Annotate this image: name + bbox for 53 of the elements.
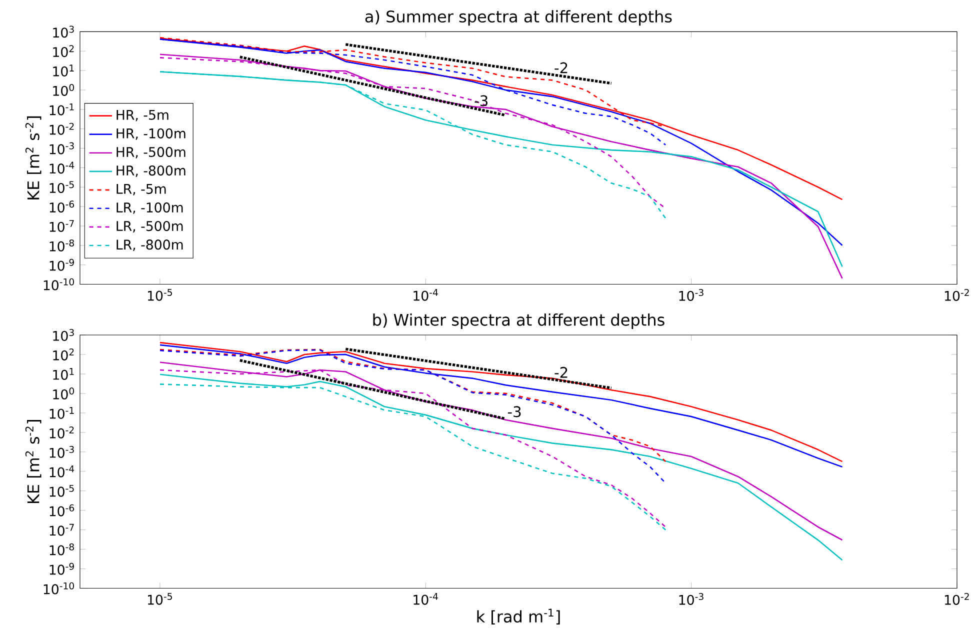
legend-label: LR, -500m — [116, 220, 183, 232]
annotation: -2 — [554, 366, 568, 378]
y-tick-label: 10$^{-3}$ — [50, 446, 74, 458]
x-tick-label: 10$^{-3}$ — [679, 289, 704, 301]
y-tick-label: 10$^{-4}$ — [50, 465, 74, 478]
y-tick-label: 10$^{3}$ — [53, 26, 74, 38]
y-tick-label: 10$^{1}$ — [53, 64, 74, 76]
y-tick-label: 10$^{-1}$ — [50, 104, 74, 116]
annotation: -3 — [508, 406, 521, 418]
y-tick-label: 10$^{-10}$ — [44, 278, 74, 290]
legend-label: LR, -5m — [116, 184, 166, 196]
legend-label: LR, -800m — [116, 240, 183, 252]
y-tick-label: 10$^{-8}$ — [50, 543, 74, 556]
annotation: -3 — [474, 95, 488, 106]
legend-label: HR, -5m — [116, 110, 168, 122]
y-axis-title: KE [m$^{2}$ s$^{-2}$] — [25, 116, 42, 200]
y-tick-label: 10$^{-2}$ — [50, 122, 74, 135]
y-tick-label: 10$^{-9}$ — [50, 562, 74, 575]
y-tick-label: 10$^{2}$ — [53, 45, 74, 58]
y-tick-label: 10$^{-10}$ — [44, 582, 74, 594]
chart-title: a) Summer spectra at different depths — [365, 10, 672, 26]
y-tick-label: 10$^{-5}$ — [50, 484, 74, 497]
x-tick-label: 10$^{-4}$ — [414, 289, 438, 301]
y-tick-label: 10$^{-8}$ — [50, 239, 74, 252]
y-tick-label: 10$^{1}$ — [53, 368, 74, 380]
x-tick-label: 10$^{-2}$ — [944, 593, 969, 605]
x-axis-title: k [rad m$^{-1}$] — [477, 608, 560, 624]
x-tick-label: 10$^{-4}$ — [414, 593, 438, 605]
x-tick-label: 10$^{-2}$ — [944, 289, 969, 301]
legend-label: LR, -100m — [116, 202, 183, 214]
y-tick-label: 10$^{-9}$ — [50, 258, 74, 271]
y-tick-label: 10$^{-7}$ — [50, 524, 74, 536]
y-tick-label: 10$^{-6}$ — [50, 200, 74, 213]
x-tick-label: 10$^{-5}$ — [148, 593, 172, 605]
y-tick-label: 10$^{-6}$ — [50, 504, 74, 516]
y-tick-label: 10$^{-3}$ — [50, 142, 74, 154]
y-tick-label: 10$^{0}$ — [53, 84, 74, 96]
y-tick-label: 10$^{0}$ — [53, 387, 74, 400]
chart-title: b) Winter spectra at different depths — [373, 313, 664, 329]
legend-label: HR, -500m — [116, 146, 186, 158]
y-tick-label: 10$^{2}$ — [53, 348, 74, 360]
x-tick-label: 10$^{-3}$ — [679, 593, 704, 605]
legend-label: HR, -100m — [116, 128, 186, 140]
x-tick-label: 10$^{-5}$ — [148, 289, 172, 301]
y-tick-label: 10$^{-2}$ — [50, 426, 74, 438]
y-tick-label: 10$^{-7}$ — [50, 220, 74, 232]
y-tick-label: 10$^{-4}$ — [50, 162, 74, 174]
annotation: -2 — [554, 62, 568, 74]
y-tick-label: 10$^{-1}$ — [50, 407, 74, 419]
y-tick-label: 10$^{3}$ — [53, 329, 74, 341]
y-tick-label: 10$^{-5}$ — [50, 181, 74, 194]
legend-label: HR, -800m — [116, 165, 186, 177]
y-axis-title: KE [m$^{2}$ s$^{-2}$] — [25, 420, 42, 504]
